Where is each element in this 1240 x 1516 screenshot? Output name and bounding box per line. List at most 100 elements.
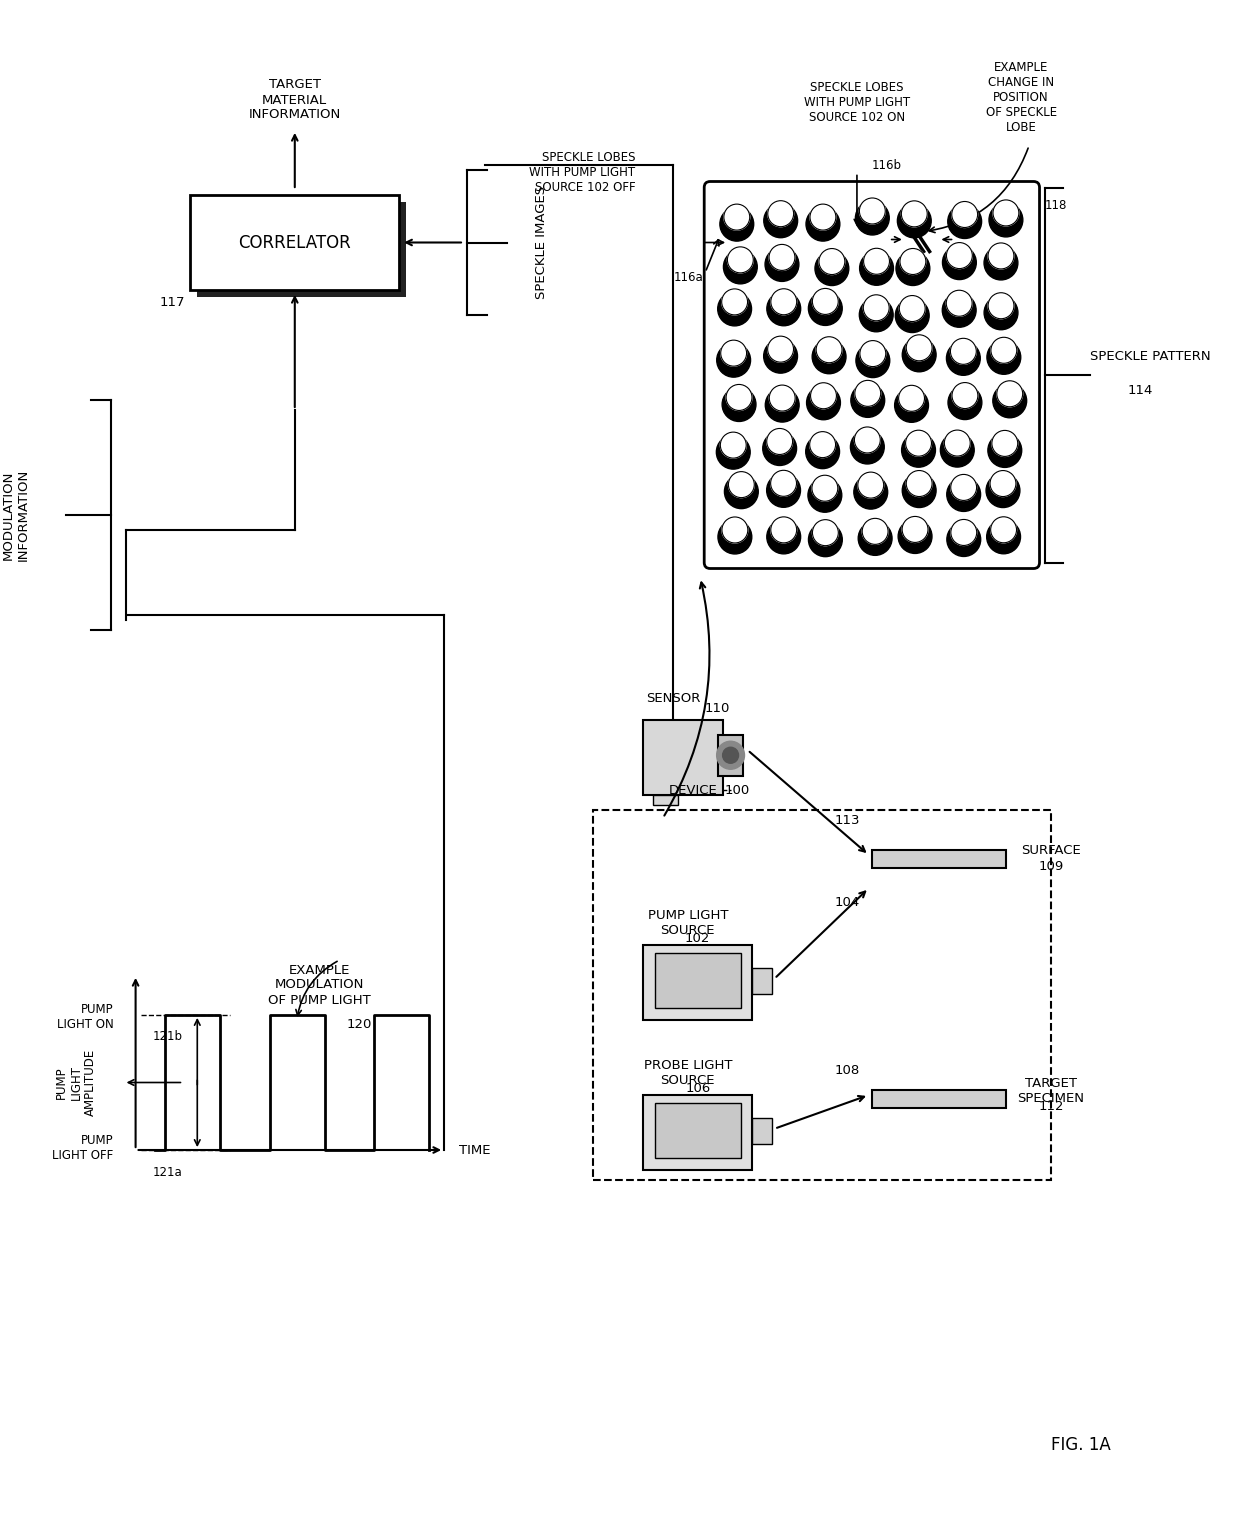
Circle shape <box>898 203 931 238</box>
Circle shape <box>858 471 884 499</box>
Circle shape <box>720 432 746 458</box>
Circle shape <box>859 297 893 332</box>
Bar <box>644 944 753 1020</box>
Circle shape <box>720 340 746 367</box>
Circle shape <box>903 473 936 508</box>
Circle shape <box>898 520 932 553</box>
Circle shape <box>768 337 794 362</box>
Bar <box>753 967 773 994</box>
Bar <box>753 1117 773 1143</box>
Circle shape <box>717 435 750 468</box>
Circle shape <box>950 338 976 364</box>
Text: 116b: 116b <box>872 159 901 171</box>
Circle shape <box>987 520 1021 553</box>
Text: CORRELATOR: CORRELATOR <box>238 233 351 252</box>
Circle shape <box>723 747 739 763</box>
Circle shape <box>985 246 1018 280</box>
Text: PUMP LIGHT
SOURCE: PUMP LIGHT SOURCE <box>647 910 728 937</box>
Circle shape <box>985 296 1018 330</box>
Text: 104: 104 <box>835 896 859 910</box>
Circle shape <box>854 428 880 453</box>
Text: 100: 100 <box>725 784 750 796</box>
Circle shape <box>765 247 799 282</box>
Circle shape <box>728 247 753 273</box>
Circle shape <box>722 388 756 421</box>
Circle shape <box>988 434 1022 467</box>
Circle shape <box>997 381 1023 406</box>
Text: 121b: 121b <box>153 1031 182 1043</box>
Bar <box>655 954 740 1008</box>
Circle shape <box>722 517 748 543</box>
Text: 110: 110 <box>706 702 730 714</box>
Circle shape <box>862 518 888 544</box>
Circle shape <box>856 202 889 235</box>
Circle shape <box>812 288 838 314</box>
Circle shape <box>987 340 1021 374</box>
Circle shape <box>811 382 837 409</box>
Text: SURFACE: SURFACE <box>1021 844 1081 858</box>
Text: 106: 106 <box>686 1081 711 1095</box>
Circle shape <box>949 385 982 420</box>
Circle shape <box>815 252 849 285</box>
Text: 120: 120 <box>347 1019 372 1031</box>
Circle shape <box>718 520 751 553</box>
Circle shape <box>993 200 1019 226</box>
Circle shape <box>946 290 972 317</box>
Circle shape <box>946 243 972 268</box>
Circle shape <box>940 434 975 467</box>
Circle shape <box>856 344 890 377</box>
Circle shape <box>906 335 932 361</box>
Text: 102: 102 <box>684 931 711 944</box>
Text: SENSOR: SENSOR <box>646 691 701 705</box>
Circle shape <box>991 517 1017 543</box>
Circle shape <box>903 517 928 543</box>
Circle shape <box>900 249 926 274</box>
Bar <box>872 850 1006 869</box>
Text: PUMP
LIGHT ON: PUMP LIGHT ON <box>57 1004 114 1031</box>
Circle shape <box>905 431 931 456</box>
Circle shape <box>947 205 982 238</box>
Circle shape <box>988 293 1014 318</box>
Circle shape <box>942 246 976 279</box>
Circle shape <box>771 288 796 315</box>
Circle shape <box>946 341 981 376</box>
Circle shape <box>766 429 792 455</box>
Circle shape <box>768 200 794 227</box>
Circle shape <box>991 337 1017 364</box>
Circle shape <box>947 478 981 511</box>
Text: PUMP
LIGHT
AMPLITUDE: PUMP LIGHT AMPLITUDE <box>55 1049 98 1116</box>
Bar <box>593 810 1052 1179</box>
Text: SPECKLE PATTERN: SPECKLE PATTERN <box>1090 350 1210 364</box>
Circle shape <box>727 385 751 411</box>
Circle shape <box>854 475 888 509</box>
Text: 112: 112 <box>1038 1101 1064 1113</box>
Circle shape <box>808 478 842 512</box>
Circle shape <box>770 470 796 496</box>
Circle shape <box>947 523 981 556</box>
Text: 118: 118 <box>1045 199 1068 212</box>
Circle shape <box>810 432 836 458</box>
Circle shape <box>858 522 892 555</box>
Circle shape <box>859 252 894 285</box>
Circle shape <box>851 431 884 464</box>
Bar <box>872 1090 1006 1108</box>
Text: TARGET
SPECIMEN: TARGET SPECIMEN <box>1018 1076 1085 1105</box>
Circle shape <box>859 199 885 224</box>
Circle shape <box>818 249 844 274</box>
Circle shape <box>763 432 796 465</box>
Circle shape <box>771 517 796 543</box>
Text: MODULATION
INFORMATION: MODULATION INFORMATION <box>2 468 30 561</box>
Circle shape <box>764 340 797 373</box>
Circle shape <box>717 343 750 377</box>
Circle shape <box>899 296 925 321</box>
Text: DEVICE: DEVICE <box>668 784 717 796</box>
Text: SPECKLE LOBES
WITH PUMP LIGHT
SOURCE 102 ON: SPECKLE LOBES WITH PUMP LIGHT SOURCE 102… <box>804 80 910 124</box>
Text: 121a: 121a <box>153 1166 182 1178</box>
Text: FIG. 1A: FIG. 1A <box>1052 1436 1111 1454</box>
Text: 108: 108 <box>835 1064 859 1076</box>
Bar <box>644 720 723 794</box>
Circle shape <box>863 249 889 274</box>
Circle shape <box>728 471 754 497</box>
Circle shape <box>901 434 935 467</box>
Bar <box>190 196 399 290</box>
